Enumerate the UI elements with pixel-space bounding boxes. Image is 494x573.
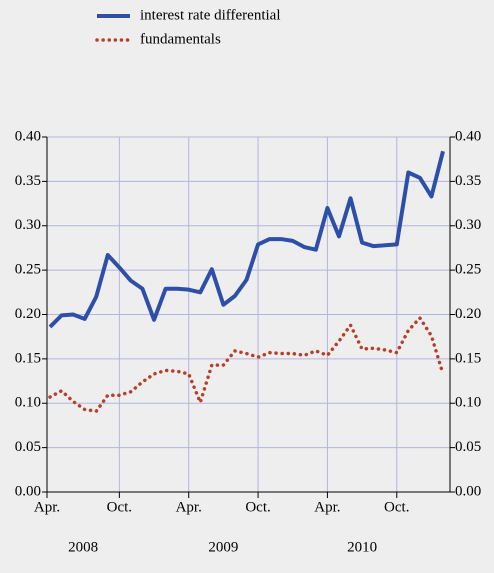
y-tick-label: 0.30 [15, 217, 41, 233]
y2-tick-label: 0.25 [455, 262, 481, 278]
y-tick-label: 0.25 [15, 262, 41, 278]
y2-tick-label: 0.30 [455, 217, 481, 233]
x-tick-label: Apr. [314, 499, 340, 515]
y2-tick-label: 0.05 [455, 439, 481, 455]
y-tick-label: 0.35 [15, 173, 41, 189]
y2-tick-label: 0.40 [455, 128, 481, 144]
y-tick-label: 0.15 [15, 350, 41, 366]
y2-tick-label: 0.10 [455, 395, 481, 411]
legend-label: interest rate differential [140, 7, 281, 23]
y-tick-label: 0.05 [15, 439, 41, 455]
x-tick-label: Apr. [176, 499, 202, 515]
y-tick-label: 0.00 [15, 483, 41, 499]
x-tick-label: Oct. [107, 499, 132, 515]
series-line [48, 150, 445, 329]
y2-tick-label: 0.00 [455, 483, 481, 499]
y2-tick-label: 0.15 [455, 350, 481, 366]
series-line [48, 315, 445, 414]
x-tick-label: Oct. [245, 499, 270, 515]
y-tick-label: 0.10 [15, 395, 41, 411]
x-group-label: 2009 [208, 539, 238, 555]
legend-label: fundamentals [140, 31, 221, 47]
y-tick-label: 0.20 [15, 306, 41, 322]
x-tick-label: Apr. [34, 499, 60, 515]
x-group-label: 2008 [68, 539, 98, 555]
y2-tick-label: 0.35 [455, 173, 481, 189]
y2-tick-label: 0.20 [455, 306, 481, 322]
x-group-label: 2010 [347, 539, 377, 555]
x-tick-label: Oct. [384, 499, 409, 515]
y-tick-label: 0.40 [15, 128, 41, 144]
